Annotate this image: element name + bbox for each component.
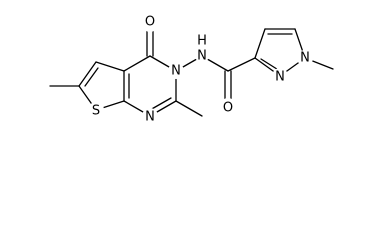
label-bg [168,63,184,79]
label-bg [272,68,288,84]
atom-label: N [145,110,155,125]
bond [84,67,99,87]
atom-label: N [197,49,207,64]
label-bg [142,108,158,124]
bond [254,28,266,59]
atom-label: N [275,70,285,85]
atom-label: O [223,101,233,116]
bond [78,61,97,87]
structure: O N H N S N N N O [49,15,334,125]
bond [123,55,151,72]
label-bg [88,102,104,118]
label-bg [194,46,210,62]
bond [227,57,256,72]
atom-label: H [197,34,207,49]
atom-label: N [300,51,310,66]
bond [175,100,203,117]
label-bg [297,50,313,66]
atom-label: N [171,64,181,79]
bond [149,97,172,111]
molecule-diagram: O N H N S N N N O [49,15,334,125]
label-bg [142,16,158,32]
atom-label: O [145,15,155,30]
atom-label: S [92,104,100,119]
atom-labels: O N H N S N N N O [88,15,313,125]
label-bg [220,98,236,114]
bond [95,61,125,72]
